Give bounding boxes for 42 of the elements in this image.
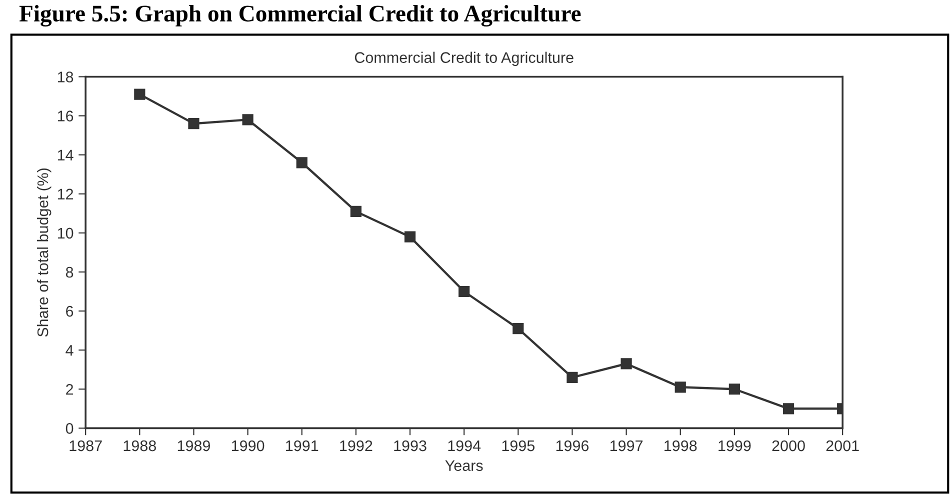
x-axis-title: Years bbox=[445, 460, 483, 471]
y-tick-label: 10 bbox=[58, 228, 74, 239]
x-tick-label: 1987 bbox=[70, 440, 102, 452]
y-tick-label: 12 bbox=[58, 188, 74, 200]
x-tick-label: 1991 bbox=[286, 440, 318, 452]
point bbox=[728, 384, 740, 395]
x-tick-label: 1993 bbox=[394, 440, 426, 452]
y-tick-label: 0 bbox=[66, 423, 74, 434]
x-tick-label: 1989 bbox=[178, 440, 210, 452]
y-tick-label: 14 bbox=[58, 150, 74, 160]
x-tick-label: 1995 bbox=[502, 440, 535, 452]
x-tick-label: 1992 bbox=[340, 440, 372, 452]
point bbox=[512, 323, 524, 334]
x-tick-label: 1997 bbox=[610, 440, 643, 452]
y-tick-label: 6 bbox=[66, 306, 74, 317]
x-tick-label: 2000 bbox=[772, 440, 805, 452]
point bbox=[458, 286, 470, 298]
x-tick-label: 1996 bbox=[556, 440, 589, 452]
point bbox=[296, 157, 308, 168]
y-tick-label: 4 bbox=[66, 345, 74, 356]
point bbox=[674, 382, 686, 393]
y-tick-label: 8 bbox=[66, 266, 74, 278]
point bbox=[188, 118, 200, 130]
x-tick-label: 2001 bbox=[826, 440, 859, 452]
y-tick-label: 16 bbox=[58, 110, 74, 122]
y-tick-label: 18 bbox=[58, 72, 74, 82]
chart-subtitle: Commercial Credit to Agriculture bbox=[354, 52, 574, 66]
point bbox=[404, 231, 416, 242]
y-axis-title: Share of total budget (%) bbox=[36, 168, 52, 337]
y-tick-label: 2 bbox=[66, 384, 74, 395]
x-tick-label: 1999 bbox=[718, 440, 751, 452]
x-tick-label: 1994 bbox=[448, 440, 481, 452]
point bbox=[566, 372, 578, 383]
point bbox=[620, 358, 632, 370]
x-tick-label: 1998 bbox=[664, 440, 697, 452]
x-tick-label: 1990 bbox=[232, 440, 264, 452]
point bbox=[350, 206, 362, 218]
x-tick-label: 1988 bbox=[124, 440, 156, 452]
point bbox=[242, 114, 254, 126]
point bbox=[134, 88, 146, 100]
chart-title: Figure 5.5: Graph on Commercial Credit to Agriculture bbox=[19, 4, 581, 27]
point bbox=[782, 403, 794, 414]
